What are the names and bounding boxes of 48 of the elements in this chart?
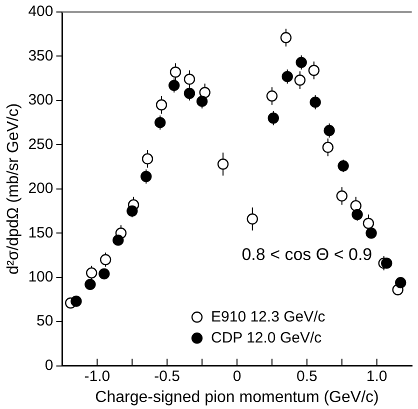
point [322,142,334,153]
point [381,258,392,269]
point [308,64,320,76]
point [338,160,349,172]
y-tick-label: 300 [28,92,54,109]
y-axis-title: d²σ/dpdΩ (mb/sr GeV/c) [5,103,22,275]
y-tick-label: 50 [36,312,54,330]
y-tick-label: 250 [28,136,54,153]
point [217,158,229,170]
y-tick-label: 200 [28,180,54,198]
y-tick-label: 150 [28,224,54,242]
point [350,200,362,212]
point [268,112,279,124]
annotation: 0.8 < cos Θ < 0.9 [242,244,372,264]
point [246,213,258,225]
y-tick-label: 350 [28,47,54,64]
point [395,277,406,288]
point [352,208,363,220]
point [112,234,124,246]
y-tick-label: 400 [28,3,54,20]
x-axis-title: Charge-signed pion momentum (GeV/c) [95,388,379,406]
legend-label: CDP 12.0 GeV/c [211,329,322,346]
point [70,296,82,307]
point [336,190,348,202]
point [282,70,293,82]
point [142,153,154,164]
point [366,228,377,239]
legend-label: E910 12.3 GeV/c [211,308,326,326]
point [170,66,182,78]
point [294,74,306,86]
point [310,96,321,108]
y-tick-label: 0 [44,356,54,374]
x-tick-label: 1.0 [366,368,388,385]
x-tick-label: 0.5 [296,368,318,385]
point [362,218,374,229]
point [86,267,98,279]
x-tick-label: -0.5 [154,368,180,385]
point [156,99,168,110]
point [280,32,292,44]
point [184,74,196,85]
point [199,86,210,98]
y-tick-label: 100 [28,268,54,286]
point [196,96,208,107]
point [266,90,278,102]
x-tick-label: -1.0 [84,368,110,385]
point [126,205,138,217]
x-tick-label: 0 [232,368,242,385]
point [84,278,96,290]
